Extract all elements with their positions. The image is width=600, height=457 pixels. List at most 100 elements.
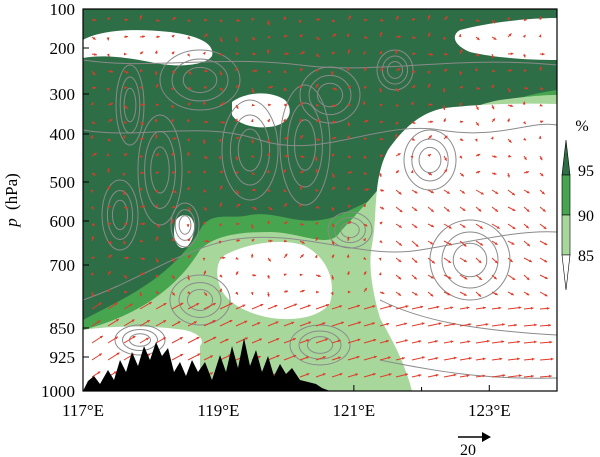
wind-vector-head (251, 154, 254, 158)
wind-vector-head (363, 155, 366, 159)
wind-vector-head (218, 240, 222, 244)
wind-vector-head (306, 373, 310, 376)
colorbar-top-extension (561, 139, 571, 176)
wind-vector-head (430, 209, 434, 212)
wind-vector-head (443, 118, 446, 122)
wind-vector-head (107, 185, 110, 189)
wind-vector-head (213, 336, 217, 340)
wind-vector-head (414, 208, 418, 211)
wind-vector-head (494, 242, 498, 245)
wind-vector-head (410, 155, 414, 159)
wind-vector-head (236, 18, 240, 22)
wind-vector-head (139, 15, 143, 19)
wind-vector-head (291, 321, 295, 325)
rh-low-region-east-top (454, 18, 557, 60)
wind-vector-head (430, 293, 434, 297)
wind-vector-head (380, 137, 384, 141)
contour-line (452, 242, 488, 278)
contour-line (186, 289, 214, 311)
wind-vector-head (363, 171, 367, 175)
wind-vector-head (219, 185, 223, 189)
wind-vector-head (510, 52, 514, 56)
wind-vector-head (125, 70, 129, 74)
wind-vector-head (413, 276, 417, 280)
wind-vector-head (522, 54, 526, 58)
wind-vector-head (110, 102, 113, 106)
wind-vector-head (517, 357, 520, 361)
wind-vector-head (476, 53, 480, 57)
wind-vector-head (107, 138, 111, 142)
wind-vector-head (474, 138, 478, 142)
wind-vector-head (108, 254, 112, 258)
wind-vector-head (234, 67, 238, 71)
wind-vector-head (546, 306, 550, 310)
wind-vector-head (124, 105, 128, 109)
wind-vector-head (202, 141, 206, 144)
wind-vector-head (187, 291, 191, 294)
wind-vector-head (155, 189, 158, 193)
wind-vector-head (405, 305, 409, 308)
y-tick-label: 400 (50, 125, 76, 144)
wind-vector-head (284, 221, 288, 225)
wind-vector-head (253, 273, 257, 277)
wind-vector-head (394, 49, 398, 53)
wind-vector-head (430, 120, 434, 124)
wind-vector-head (229, 302, 233, 306)
terrain (83, 338, 330, 391)
wind-vector-head (251, 140, 254, 144)
wind-vector-head (339, 373, 343, 376)
wind-vector-head (460, 86, 464, 89)
wind-vector-head (187, 102, 191, 106)
wind-vector-head (398, 224, 402, 228)
wind-vector-head (109, 119, 113, 122)
wind-vector-head (269, 207, 273, 210)
wind-vector-head (542, 208, 546, 212)
wind-vector-head (498, 306, 502, 310)
wind-vector-head (430, 275, 434, 279)
wind-vector-head (525, 225, 529, 229)
wind-vector-head (268, 103, 271, 107)
wind-vector-head (122, 173, 126, 176)
wind-vector-head (219, 72, 223, 76)
wind-vector-head (284, 203, 287, 207)
wind-vector-head (492, 69, 496, 73)
wind-vector-head (331, 207, 334, 211)
wind-vector-head (204, 18, 208, 22)
wind-vector-head (435, 356, 439, 360)
wind-vector-head (444, 16, 448, 20)
wind-vector-head (106, 87, 110, 91)
wind-vector-head (155, 83, 159, 87)
wind-vector-head (414, 190, 418, 194)
wind-vector-head (315, 69, 319, 73)
wind-vector-head (363, 137, 367, 141)
wind-vector-head (283, 88, 287, 92)
wind-vector-head (298, 20, 302, 24)
wind-vector-head (172, 205, 176, 209)
wind-vector-head (502, 374, 506, 377)
wind-vector-head (363, 256, 367, 260)
wind-vector-head (187, 170, 191, 174)
wind-vector-head (276, 354, 280, 358)
wind-vector-head (106, 17, 110, 21)
wind-vector-head (125, 18, 128, 22)
wind-vector-head (544, 242, 548, 245)
wind-vector-head (172, 292, 175, 296)
wind-vector-head (219, 288, 222, 292)
wind-vector-head (253, 206, 257, 210)
wind-vector-head (429, 103, 433, 107)
wind-vector-head (285, 52, 289, 56)
wind-vector-head (507, 118, 510, 122)
wind-vector-head (522, 101, 526, 105)
wind-vector-head (314, 254, 318, 258)
wind-vector-head (156, 18, 160, 22)
wind-vector-head (490, 136, 494, 140)
wind-vector-head (205, 69, 208, 73)
wind-vector-head (269, 239, 273, 243)
y-tick-label: 925 (50, 348, 76, 367)
wind-vector-head (235, 171, 239, 175)
wind-vector-head (294, 303, 297, 307)
wind-vector-head (123, 120, 127, 124)
wind-vector-head (340, 321, 344, 325)
wind-vector-head (379, 221, 383, 225)
wind-vector-head (495, 208, 499, 212)
